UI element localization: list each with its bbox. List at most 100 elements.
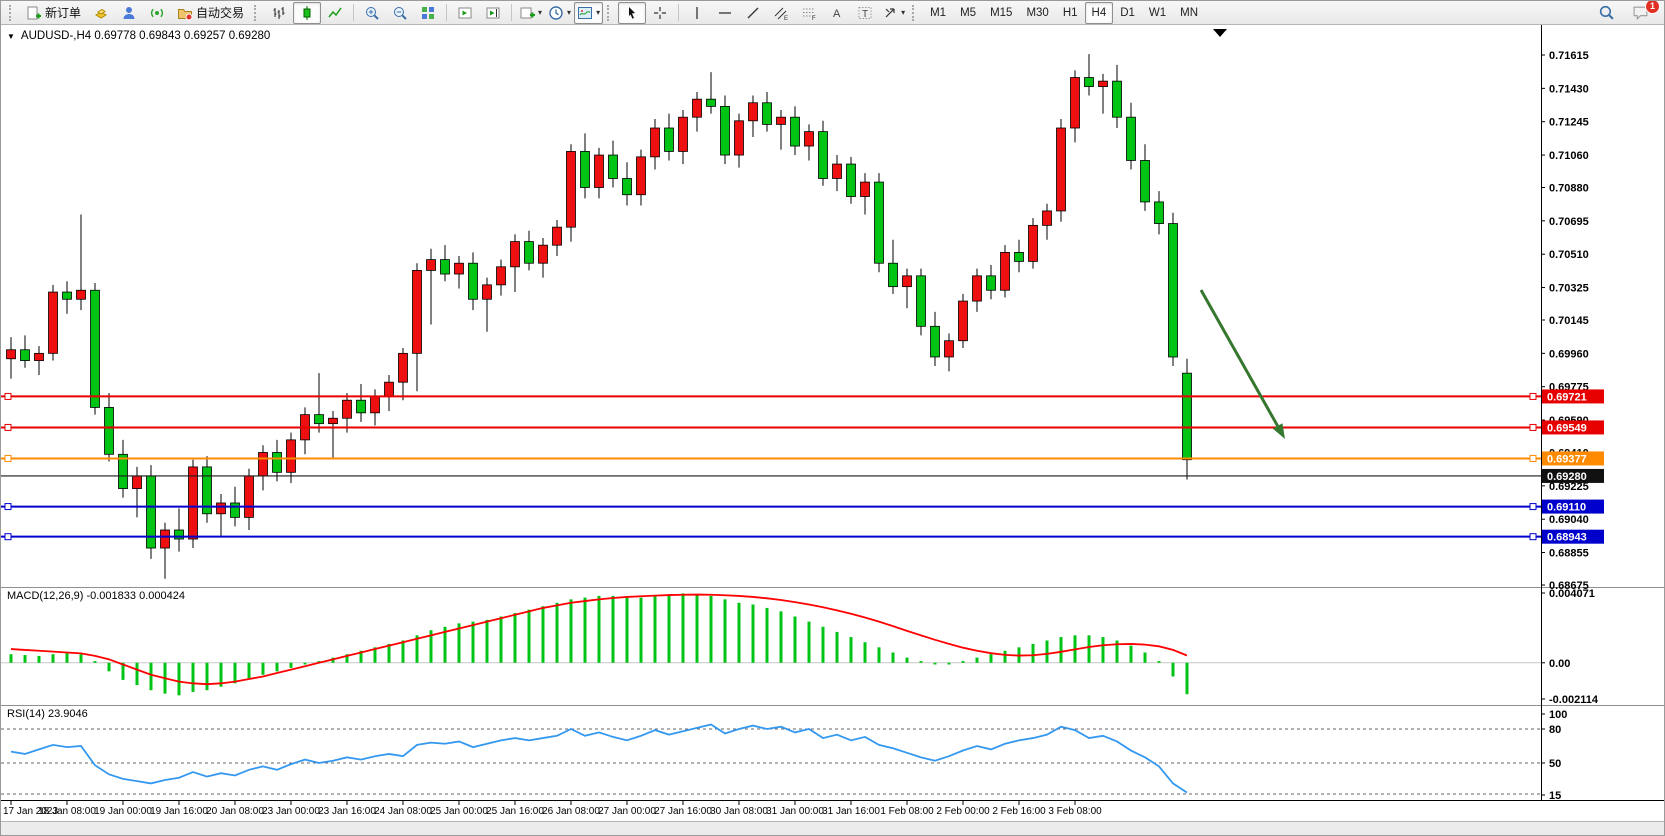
zoom-in-button[interactable] xyxy=(358,2,386,24)
add-indicator-icon xyxy=(520,7,536,18)
tab-timeframe-m5[interactable]: M5 xyxy=(960,6,977,19)
tab-timeframe-m1[interactable]: M1 xyxy=(930,6,947,19)
horizontal-line-icon xyxy=(719,11,732,14)
horizontal-line-tool-button[interactable] xyxy=(711,2,739,24)
svg-text:100: 100 xyxy=(1549,709,1567,721)
toolbar-grip[interactable] xyxy=(254,4,261,21)
chart-snapshot-icon xyxy=(578,6,593,19)
search-icon xyxy=(1599,5,1614,20)
svg-text:0.70145: 0.70145 xyxy=(1549,315,1589,327)
channel-icon: E xyxy=(774,7,788,21)
zoom-out-icon xyxy=(394,6,407,20)
candlestick-mode-button[interactable] xyxy=(293,1,322,24)
tile-windows-button[interactable] xyxy=(414,2,442,24)
period-button[interactable]: ▾ xyxy=(545,2,574,24)
profile-icon xyxy=(123,6,135,19)
tab-timeframe-mn[interactable]: MN xyxy=(1180,6,1199,19)
chart-collapse-arrow-icon[interactable]: ▼ xyxy=(7,31,15,41)
auto-trading-button[interactable]: 自动交易 xyxy=(171,2,250,24)
vertical-line-tool-button[interactable] xyxy=(683,2,711,24)
bar-chart-icon xyxy=(273,6,285,19)
market-watch-button[interactable] xyxy=(87,2,115,24)
cursor-icon xyxy=(629,6,636,19)
toolbar-separator xyxy=(446,4,448,21)
text-label-tool-button[interactable]: T xyxy=(851,2,879,24)
svg-text:0.68943: 0.68943 xyxy=(1547,532,1587,544)
chart-shift-button[interactable] xyxy=(451,2,479,24)
arrows-tool-button[interactable]: ▾ xyxy=(879,2,908,24)
svg-text:0.69110: 0.69110 xyxy=(1547,502,1586,514)
tab-timeframe-m30[interactable]: M30 xyxy=(1026,6,1049,19)
svg-text:0.70510: 0.70510 xyxy=(1549,249,1589,261)
dropdown-caret-icon: ▾ xyxy=(596,7,601,17)
bar-chart-mode-button[interactable] xyxy=(265,2,293,24)
svg-text:0.71430: 0.71430 xyxy=(1549,83,1589,95)
tab-timeframe-h4[interactable]: H4 xyxy=(1084,1,1114,24)
svg-text:E: E xyxy=(784,16,788,21)
signal-waves-icon xyxy=(151,8,164,17)
toolbar-separator xyxy=(678,4,680,21)
line-chart-icon xyxy=(328,7,342,17)
dropdown-caret-icon: ▾ xyxy=(538,7,543,17)
toolbar-grip[interactable] xyxy=(912,4,919,21)
notifications-button[interactable]: 1 xyxy=(1626,1,1660,24)
fibonacci-tool-button[interactable]: F xyxy=(795,2,823,24)
level-lines: 0.69721 0.69549 0.69377 0.69280 0.69110 0.689… xyxy=(1,389,1604,544)
svg-text:-0.002114: -0.002114 xyxy=(1549,694,1599,706)
toolbar-grip[interactable] xyxy=(9,4,16,21)
svg-text:0.69225: 0.69225 xyxy=(1549,481,1589,493)
svg-text:0.004071: 0.004071 xyxy=(1549,588,1595,600)
signals-button[interactable] xyxy=(143,2,171,24)
tab-timeframe-w1[interactable]: W1 xyxy=(1148,6,1167,19)
profile-button[interactable] xyxy=(115,2,143,24)
equidistant-channel-tool-button[interactable]: E xyxy=(767,2,795,24)
svg-text:3 Feb 08:00: 3 Feb 08:00 xyxy=(1048,806,1102,817)
text-tool-button[interactable]: A xyxy=(823,2,851,24)
zoom-out-button[interactable] xyxy=(386,2,414,24)
auto-scroll-button[interactable] xyxy=(479,2,507,24)
dropdown-caret-icon: ▾ xyxy=(567,7,572,17)
svg-text:0.70880: 0.70880 xyxy=(1549,183,1589,195)
svg-text:26 Jan 08:00: 26 Jan 08:00 xyxy=(542,806,600,817)
svg-text:23 Jan 16:00: 23 Jan 16:00 xyxy=(318,806,376,817)
chart-template-button[interactable]: ▾ xyxy=(574,1,604,24)
svg-text:50: 50 xyxy=(1549,758,1561,770)
gold-ingot-icon xyxy=(95,8,107,19)
text-icon: A xyxy=(833,8,841,20)
auto-trading-icon xyxy=(178,8,193,20)
svg-text:0.69960: 0.69960 xyxy=(1549,348,1589,360)
add-indicator-button[interactable]: ▾ xyxy=(516,2,545,24)
svg-text:31 Jan 16:00: 31 Jan 16:00 xyxy=(822,806,880,817)
tab-timeframe-m15[interactable]: M15 xyxy=(990,6,1013,19)
toolbar-separator xyxy=(511,4,513,21)
tab-timeframe-d1[interactable]: D1 xyxy=(1120,6,1135,19)
toolbar-grip[interactable] xyxy=(607,4,614,21)
trendline-tool-button[interactable] xyxy=(739,2,767,24)
svg-text:20 Jan 08:00: 20 Jan 08:00 xyxy=(206,806,264,817)
svg-text:25 Jan 00:00: 25 Jan 00:00 xyxy=(430,806,488,817)
crosshair-tool-button[interactable] xyxy=(646,2,674,24)
auto-scroll-icon xyxy=(486,7,500,18)
search-button[interactable] xyxy=(1592,2,1620,24)
candlestick-icon xyxy=(303,5,311,20)
new-order-button[interactable]: 新订单 xyxy=(20,2,87,24)
new-order-label: 新订单 xyxy=(45,6,82,20)
zoom-in-icon xyxy=(366,6,379,20)
line-chart-mode-button[interactable] xyxy=(321,2,349,24)
chart-background xyxy=(1,25,1664,835)
svg-text:0.68675: 0.68675 xyxy=(1549,580,1589,592)
candles-layer xyxy=(6,54,1192,579)
tab-timeframe-h1[interactable]: H1 xyxy=(1062,6,1078,19)
svg-text:17 Jan 2023: 17 Jan 2023 xyxy=(3,806,58,817)
svg-text:0.71245: 0.71245 xyxy=(1549,117,1589,129)
svg-text:80: 80 xyxy=(1549,724,1561,736)
svg-text:19 Jan 16:00: 19 Jan 16:00 xyxy=(150,806,208,817)
rsi-indicator-label: RSI(14) 23.9046 xyxy=(7,708,88,720)
chart-ohlc-text: AUDUSD-,H4 0.69778 0.69843 0.69257 0.692… xyxy=(20,30,271,42)
fibonacci-icon: F xyxy=(803,8,816,21)
cursor-tool-button[interactable] xyxy=(618,1,647,24)
svg-text:0.70695: 0.70695 xyxy=(1549,216,1589,228)
